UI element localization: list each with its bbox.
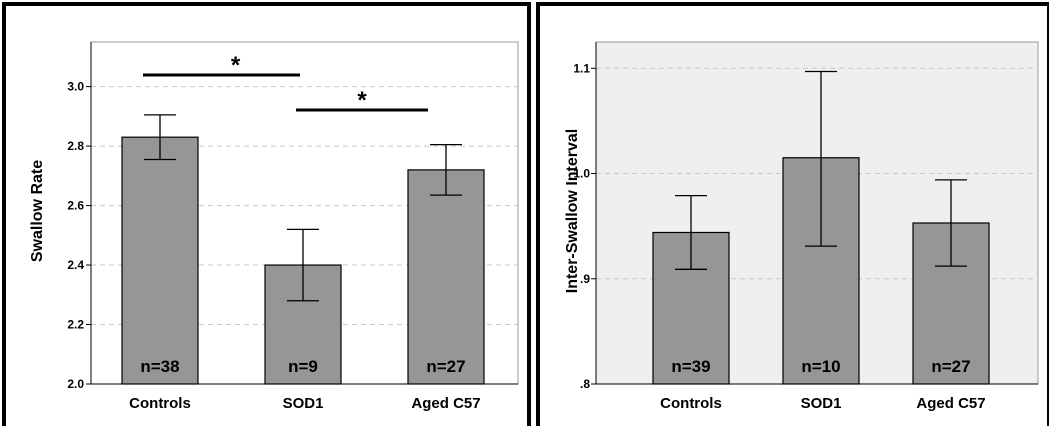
- bar-count-label: n=39: [671, 357, 710, 376]
- chart-panel-2: .8 .9 1.0 1.1 Inter-Swallow Interval n=39 Cont…: [536, 2, 1049, 426]
- y-tick-label: 2.2: [67, 318, 84, 332]
- bar-count-label: n=27: [426, 357, 465, 376]
- x-tick-label: SOD1: [801, 395, 842, 412]
- y-tick-label: 1.0: [573, 167, 590, 181]
- x-tick-label: Controls: [660, 395, 722, 412]
- x-tick-label: SOD1: [283, 395, 324, 412]
- y-tick-label: 2.0: [67, 377, 84, 391]
- chart-panel-1: 2.0 2.2 2.4 2.6 2.8 3.0 Swallow Rate n=38 Contro…: [2, 2, 531, 426]
- y-tick-label: 2.8: [67, 139, 84, 153]
- y-tick-label: 2.4: [67, 258, 84, 272]
- bar: [121, 136, 199, 385]
- y-tick-label: 2.6: [67, 199, 84, 213]
- y-tick-label: .9: [580, 272, 590, 286]
- x-tick-label: Aged C57: [916, 395, 985, 412]
- bar: [264, 264, 342, 385]
- bar-count-label: n=27: [931, 357, 970, 376]
- y-axis-label: Swallow Rate: [29, 160, 46, 262]
- bar-count-label: n=10: [801, 357, 840, 376]
- bar: [407, 169, 485, 385]
- y-tick-label: 1.1: [573, 61, 590, 75]
- x-tick-label: Controls: [129, 395, 191, 412]
- x-tick-label: Aged C57: [411, 395, 480, 412]
- significance-star: *: [357, 87, 367, 114]
- bar-count-label: n=9: [288, 357, 318, 376]
- y-axis-label: Inter-Swallow Interval: [564, 129, 581, 293]
- y-tick-label: .8: [580, 377, 590, 391]
- y-tick-label: 3.0: [67, 80, 84, 94]
- significance-star: *: [231, 52, 241, 79]
- bar-count-label: n=38: [140, 357, 179, 376]
